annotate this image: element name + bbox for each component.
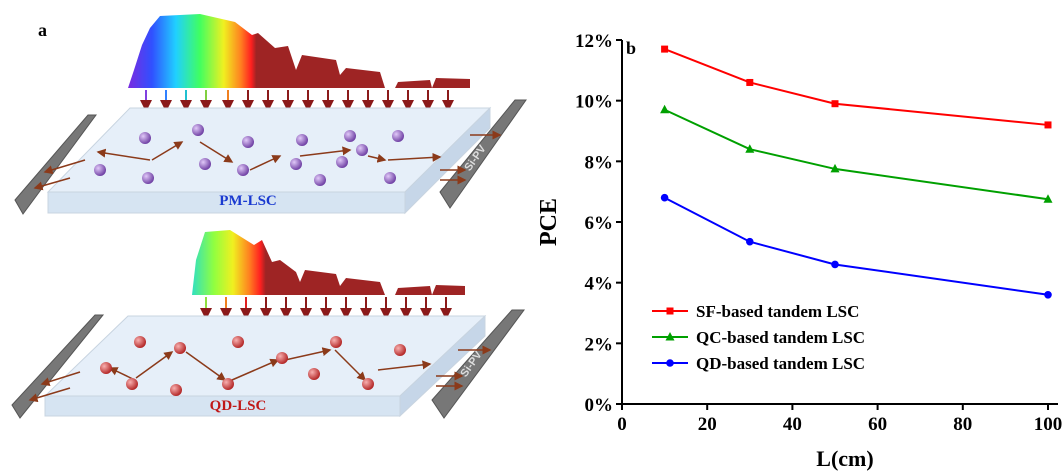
- pv-left: [11, 314, 105, 419]
- x-tick-label: 20: [698, 414, 717, 435]
- panel-label: b: [626, 38, 636, 58]
- particles: [94, 124, 404, 186]
- y-tick-label: 10%: [575, 92, 613, 113]
- photon-paths: [28, 345, 492, 403]
- y-tick-label: 0%: [585, 395, 614, 416]
- legend-marker: [666, 307, 674, 315]
- y-tick-label: 8%: [585, 152, 614, 173]
- x-tick-label: 60: [868, 414, 887, 435]
- panel-label: a: [38, 20, 47, 40]
- plate-side: [399, 314, 486, 418]
- x-tick-label: 40: [783, 414, 802, 435]
- legend-label: SF-based tandem LSC: [696, 302, 859, 321]
- data-point: [1044, 121, 1052, 129]
- data-point: [746, 237, 754, 246]
- x-tick-label: 80: [953, 414, 972, 435]
- data-point: [746, 78, 754, 86]
- legend-label: QC-based tandem LSC: [696, 328, 865, 347]
- data-point: [831, 260, 839, 269]
- particles: [100, 336, 406, 396]
- pm-lsc-device: Si-PV PM-LSC: [14, 14, 527, 215]
- data-point: [745, 144, 755, 153]
- data-point: [1043, 194, 1053, 203]
- schematic: a Si-PV: [11, 14, 527, 419]
- data-point: [831, 100, 839, 108]
- y-tick-label: 12%: [575, 31, 613, 52]
- legend-marker: [666, 359, 674, 367]
- series-line: [664, 196, 1049, 296]
- light-arrows: [200, 297, 452, 320]
- y-tick-label: 2%: [585, 334, 614, 355]
- y-axis-label: PCE: [536, 198, 562, 246]
- x-tick-label: 100: [1034, 414, 1063, 435]
- solar-spectrum: [128, 14, 470, 88]
- y-tick-label: 6%: [585, 213, 614, 234]
- solar-spectrum: [192, 230, 465, 295]
- light-arrows: [140, 90, 454, 112]
- x-axis-label: L(cm): [816, 446, 873, 471]
- series-line: [664, 48, 1049, 126]
- legend-label: QD-based tandem LSC: [696, 354, 865, 373]
- data-point: [830, 163, 840, 173]
- qd-lsc-device: Si-PV QD-LSC: [11, 230, 525, 419]
- chart: b L(cm) PCE 0% 2% 4% 6% 8% 10% 12% 0 20 40 60 80 100…: [536, 31, 1062, 471]
- data-point: [661, 45, 669, 53]
- y-tick-label: 4%: [585, 274, 614, 295]
- device-label: PM-LSC: [219, 193, 277, 209]
- data-point: [1044, 291, 1052, 299]
- x-tick-label: 0: [617, 414, 627, 435]
- pv-right: [431, 309, 525, 419]
- legend-marker: [665, 332, 675, 341]
- series-line: [664, 108, 1049, 201]
- device-label: QD-LSC: [210, 398, 267, 414]
- plate-side: [404, 106, 491, 215]
- data-point: [660, 104, 670, 114]
- photon-paths: [33, 130, 502, 191]
- data-point: [660, 193, 669, 202]
